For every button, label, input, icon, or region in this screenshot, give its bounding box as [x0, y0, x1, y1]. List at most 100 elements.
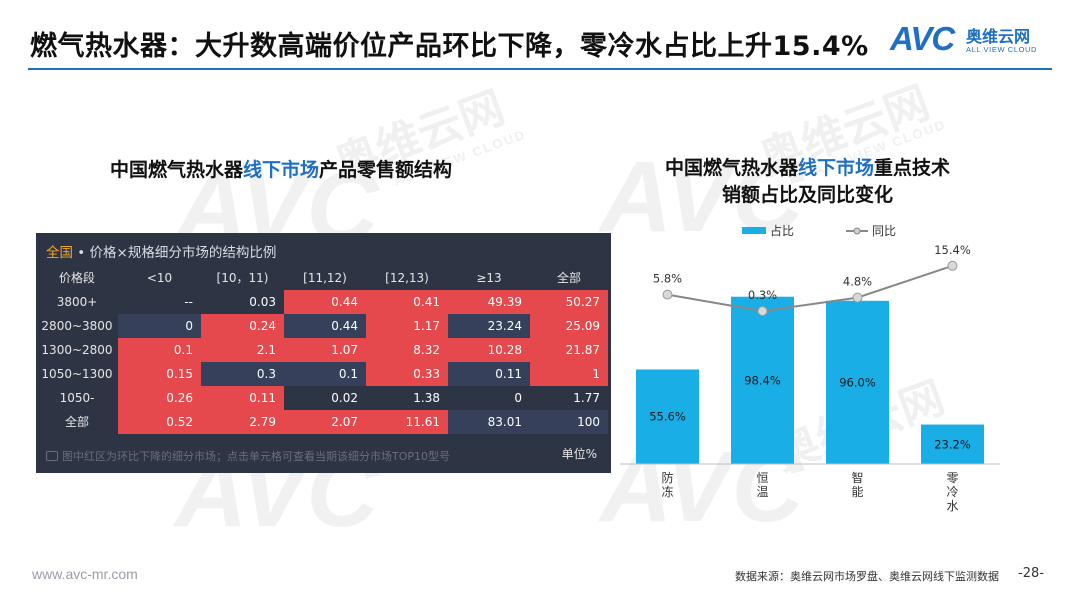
- line-data-label: 5.8%: [653, 272, 682, 286]
- table-cell[interactable]: 1.38: [366, 386, 448, 410]
- table-cell[interactable]: 0.24: [201, 314, 284, 338]
- table-header-cell: 价格段: [58, 271, 95, 285]
- line-data-label: 15.4%: [934, 243, 971, 257]
- table-cell[interactable]: 49.39: [448, 290, 530, 314]
- table-cell[interactable]: 0.15: [118, 362, 201, 386]
- category-label: 智能: [851, 470, 863, 499]
- table-cell[interactable]: 8.32: [366, 338, 448, 362]
- title-part: 中国燃气热水器: [110, 159, 244, 181]
- table-cell[interactable]: 0.02: [284, 386, 366, 410]
- logo-cn: 奥维云网: [966, 27, 1031, 46]
- table-cell[interactable]: 0: [448, 386, 530, 410]
- table-cell[interactable]: 0: [118, 314, 201, 338]
- bar-data-label: 98.4%: [744, 373, 781, 387]
- table-row-label: 1050~1300: [41, 367, 113, 381]
- chart-bar: [731, 296, 794, 464]
- page-number: -28-: [1018, 566, 1044, 581]
- table-cell[interactable]: 0.33: [366, 362, 448, 386]
- table-cell[interactable]: 83.01: [448, 410, 530, 434]
- category-label: 防冻: [661, 470, 673, 499]
- table-cell[interactable]: 25.09: [530, 314, 608, 338]
- table-cell[interactable]: 0.03: [201, 290, 284, 314]
- table-cell[interactable]: 1.77: [530, 386, 608, 410]
- title-highlight: 线下市场: [797, 157, 874, 179]
- comment-icon: [46, 451, 58, 461]
- avc-logo: AVC 奥维云网 ALL VIEW CLOUD: [890, 20, 1055, 64]
- table-cell[interactable]: 0.44: [284, 290, 366, 314]
- line-data-label: 0.3%: [748, 288, 777, 302]
- table-cell[interactable]: 50.27: [530, 290, 608, 314]
- yoy-line: [667, 264, 953, 313]
- legend-label: 同比: [872, 224, 896, 238]
- table-cell[interactable]: 0.11: [448, 362, 530, 386]
- table-cell[interactable]: 1.07: [284, 338, 366, 362]
- table-cell[interactable]: 1: [530, 362, 608, 386]
- table-section-title: 中国燃气热水器线下市场产品零售额结构: [110, 155, 452, 182]
- line-data-label: 4.8%: [843, 275, 872, 289]
- tech-share-chart: 占比 同比 55.6% 98.4% 96.0% 23.2% 5.8% 0.3% 4.8% 15.4…: [620, 215, 1000, 515]
- category-label: 恒温: [756, 471, 768, 499]
- logo-en: ALL VIEW CLOUD: [966, 45, 1038, 54]
- table-cell[interactable]: 0.52: [118, 410, 201, 434]
- table-header-cell: [12,13): [385, 271, 429, 285]
- table-row-label: 全部: [64, 415, 89, 429]
- table-cell[interactable]: 0.1: [118, 338, 201, 362]
- table-header-cell: ≥13: [476, 271, 502, 285]
- panel-title: 全国 • 价格×规格细分市场的结构比例: [46, 241, 276, 261]
- table-cell[interactable]: 0.41: [366, 290, 448, 314]
- table-row-label: 1050-: [59, 391, 95, 405]
- title-part: 产品零售额结构: [319, 159, 453, 181]
- table-unit: 单位%: [561, 447, 597, 461]
- table-row-label: 3800+: [56, 295, 98, 309]
- bar-data-label: 96.0%: [839, 375, 876, 389]
- header-divider: [28, 68, 1052, 70]
- table-row-label: 1300~2800: [41, 343, 113, 357]
- chart-svg: 占比 同比 55.6% 98.4% 96.0% 23.2% 5.8% 0.3% 4.8% 15.4…: [620, 223, 1000, 513]
- legend-label: 占比: [770, 223, 794, 238]
- table-cell[interactable]: 0.1: [284, 362, 366, 386]
- table-header-cell: 全部: [556, 271, 581, 285]
- note-text: 图中红区为环比下降的细分市场；点击单元格可查看当期该细分市场TOP10型号: [62, 450, 451, 463]
- table-cell[interactable]: 10.28: [448, 338, 530, 362]
- table-header-cell: <10: [146, 271, 173, 285]
- table-cell[interactable]: 100: [530, 410, 608, 434]
- table-cell[interactable]: 0.3: [201, 362, 284, 386]
- table-cell[interactable]: 2.07: [284, 410, 366, 434]
- panel-title-region[interactable]: 全国: [46, 245, 73, 261]
- table-cell[interactable]: 23.24: [448, 314, 530, 338]
- table-header-cell: [11,12): [303, 271, 347, 285]
- title-part: 中国燃气热水器: [664, 157, 798, 179]
- table-cell[interactable]: --: [118, 290, 201, 314]
- yoy-point: [852, 292, 863, 303]
- page-title: 燃气热水器：大升数高端价位产品环比下降，零冷水占比上升15.4%: [30, 31, 869, 62]
- category-label: 零冷水: [946, 471, 958, 513]
- data-source: 数据来源：奥维云网市场罗盘、奥维云网线下监测数据: [735, 570, 999, 583]
- bar-data-label: 55.6%: [649, 410, 686, 424]
- legend-swatch-bar: [742, 227, 766, 234]
- table-cell[interactable]: 0.11: [201, 386, 284, 410]
- table-cell[interactable]: 21.87: [530, 338, 608, 362]
- chart-bar: [921, 424, 984, 464]
- table-cell[interactable]: 2.1: [201, 338, 284, 362]
- title-line-2: 销额占比及同比变化: [721, 184, 893, 206]
- table-header-cell: [10，11): [216, 271, 269, 285]
- legend-swatch-marker: [853, 227, 861, 235]
- structure-table-panel: 全国 • 价格×规格细分市场的结构比例 价格段 <10 [10，11) [11,12)…: [36, 233, 611, 473]
- panel-title-text: • 价格×规格细分市场的结构比例: [73, 245, 277, 261]
- table-note: 图中红区为环比下降的细分市场；点击单元格可查看当期该细分市场TOP10型号: [46, 448, 450, 464]
- table-cell[interactable]: 0.44: [284, 314, 366, 338]
- table-row-label: 2800~3800: [41, 319, 113, 333]
- chart-bar: [826, 300, 889, 464]
- footer-url[interactable]: www.avc-mr.com: [32, 566, 138, 582]
- bar-data-label: 23.2%: [934, 438, 971, 452]
- table-cell[interactable]: 0.26: [118, 386, 201, 410]
- yoy-point: [947, 260, 958, 271]
- title-highlight: 线下市场: [243, 159, 320, 181]
- logo-mark: AVC: [890, 20, 955, 57]
- table-cell[interactable]: 11.61: [366, 410, 448, 434]
- table-cell[interactable]: 1.17: [366, 314, 448, 338]
- yoy-point: [662, 289, 673, 300]
- yoy-point: [757, 306, 768, 317]
- table-cell[interactable]: 2.79: [201, 410, 284, 434]
- chart-bar: [636, 369, 699, 464]
